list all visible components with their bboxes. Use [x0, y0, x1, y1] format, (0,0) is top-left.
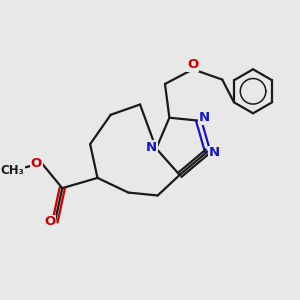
Text: O: O: [44, 215, 55, 228]
Text: CH₃: CH₃: [1, 164, 24, 177]
Text: O: O: [31, 157, 42, 170]
Text: O: O: [187, 58, 199, 71]
Text: N: N: [208, 146, 220, 159]
Text: N: N: [146, 141, 157, 154]
Text: N: N: [199, 111, 210, 124]
